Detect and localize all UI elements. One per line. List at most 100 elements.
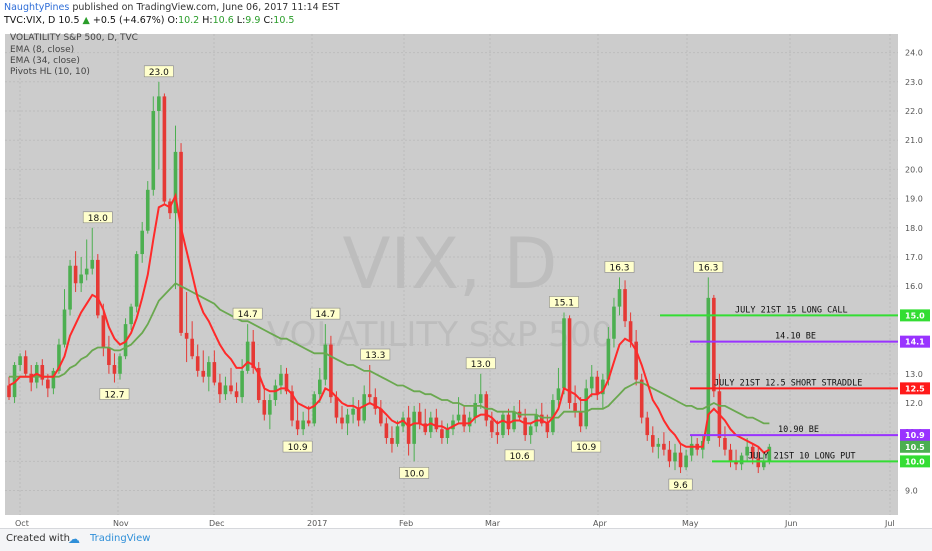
- footer-bar: Created with ☁ TradingView: [0, 528, 932, 551]
- level-price-tag-text: 12.5: [905, 384, 925, 393]
- level-price-tag: [900, 335, 930, 348]
- candle-body: [706, 297, 711, 441]
- up-arrow-icon: ▲: [82, 15, 90, 26]
- x-tick-label: Mar: [485, 519, 501, 528]
- watermark-symbol: VIX, D: [343, 223, 558, 305]
- candle-body: [301, 420, 305, 430]
- candle-body: [112, 365, 117, 374]
- level-price-tag: [900, 429, 930, 442]
- pivot-high-label: 16.3: [609, 263, 629, 273]
- publish-info: published on TradingView.com, June 06, 2…: [72, 2, 340, 13]
- low-label: L:: [236, 15, 246, 26]
- pivot-high-label: 18.0: [88, 214, 108, 224]
- candle-body: [634, 341, 638, 380]
- candle-body: [29, 373, 33, 383]
- y-tick-label: 24.0: [905, 49, 923, 58]
- y-tick-label: 22.0: [905, 107, 923, 116]
- pivot-low-box: [571, 440, 602, 453]
- candle-body: [490, 420, 494, 433]
- candle-body: [434, 417, 439, 430]
- candle-body: [612, 306, 616, 339]
- candle-body: [506, 414, 511, 430]
- candle-body: [689, 443, 694, 456]
- tradingview-brand-link[interactable]: TradingView: [90, 533, 151, 544]
- candle-body: [84, 268, 89, 275]
- candle-body: [412, 411, 416, 444]
- pivot-high-box: [693, 261, 724, 273]
- candle-body: [750, 446, 755, 459]
- candle-body: [584, 388, 588, 427]
- candle-body: [273, 385, 278, 401]
- pivot-high-label: 13.3: [365, 351, 385, 361]
- candle-body: [12, 365, 17, 398]
- candle-body: [667, 449, 672, 462]
- level-label: JULY 21ST 12.5 SHORT STRADDLE: [714, 378, 862, 388]
- level-label: JULY 21ST 10 LONG PUT: [748, 451, 855, 461]
- open-label: O:: [167, 15, 179, 26]
- candle-body: [567, 318, 572, 403]
- candle-body: [284, 373, 289, 392]
- candle-body: [673, 452, 677, 462]
- candle-body: [190, 338, 194, 357]
- candle-body: [423, 423, 428, 433]
- candle-body: [129, 306, 133, 325]
- pivot-low-label: 12.7: [104, 391, 124, 401]
- candle-body: [96, 259, 100, 316]
- pivot-low-label: 10.9: [576, 443, 596, 453]
- vix-chart[interactable]: 9.010.011.012.013.014.015.016.017.018.01…: [0, 28, 932, 528]
- candle-body: [184, 332, 189, 339]
- candle-body: [223, 385, 228, 395]
- ema8-line: [8, 192, 770, 454]
- y-tick-label: 9.0: [905, 487, 918, 496]
- candle-body: [245, 341, 250, 371]
- candle-body: [639, 379, 644, 418]
- candle-body: [312, 394, 317, 424]
- x-tick-label: Jul: [884, 519, 895, 528]
- candle-body: [157, 96, 161, 111]
- candle-body: [767, 446, 772, 462]
- x-tick-label: Jun: [784, 519, 798, 528]
- x-tick-label: 2017: [307, 519, 327, 528]
- candle-body: [351, 408, 355, 415]
- candle-body: [523, 417, 527, 436]
- level-price-tag-text: 14.1: [905, 338, 925, 347]
- candle-body: [145, 189, 150, 231]
- x-tick-label: Feb: [399, 519, 413, 528]
- ema34-line: [9, 282, 770, 425]
- candle-body: [617, 289, 622, 307]
- candle-body: [478, 394, 483, 403]
- x-tick-label: Oct: [15, 519, 29, 528]
- candle-body: [379, 408, 383, 424]
- candle-body: [384, 423, 389, 439]
- watermark-name: VOLATILITY S&P 500: [267, 315, 613, 355]
- candle-body: [606, 338, 611, 380]
- candle-body: [367, 394, 372, 398]
- candle-body: [451, 420, 455, 430]
- candle-body: [212, 362, 217, 383]
- close-value: 10.5: [273, 15, 295, 26]
- candle-body: [578, 411, 583, 427]
- pivot-low-label: 10.0: [404, 469, 424, 479]
- candle-body: [440, 429, 444, 439]
- candle-body: [73, 265, 78, 284]
- candle-body: [279, 373, 283, 386]
- candle-body: [573, 402, 577, 412]
- candle-body: [756, 458, 761, 468]
- pivot-high-label: 23.0: [149, 68, 169, 78]
- candle-body: [68, 265, 72, 310]
- ticker-label: TVC:VIX, D: [4, 15, 56, 26]
- candle-body: [678, 452, 683, 468]
- y-tick-label: 21.0: [905, 136, 923, 145]
- candle-body: [234, 391, 239, 398]
- candle-body: [723, 438, 727, 450]
- candle-body: [734, 461, 738, 465]
- candle-body: [329, 344, 333, 398]
- candle-body: [545, 423, 550, 433]
- candle-body: [262, 400, 267, 415]
- candle-body: [473, 402, 477, 418]
- candle-body: [456, 414, 461, 421]
- candle-body: [201, 370, 206, 377]
- candle-body: [51, 370, 56, 389]
- author-link[interactable]: NaughtyPines: [4, 2, 70, 13]
- candle-body: [306, 420, 311, 424]
